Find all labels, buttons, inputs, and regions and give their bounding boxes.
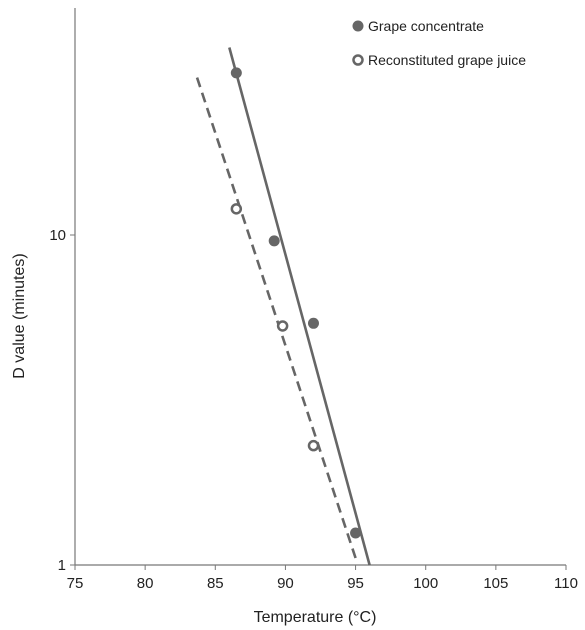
data-point-reconstituted-grape-juice <box>276 320 289 332</box>
axis-labels: Temperature (°C) D value (minutes) <box>11 253 376 626</box>
y-axis-title: D value (minutes) <box>11 253 28 378</box>
data-point-reconstituted-grape-juice <box>307 439 320 452</box>
fit-line-reconstituted-grape-juice <box>195 77 357 559</box>
x-axis-title: Temperature (°C) <box>254 609 377 626</box>
data-point-grape-concentrate <box>307 317 319 329</box>
y-tick-label: 1 <box>58 557 66 574</box>
data-point-reconstituted-grape-juice <box>230 203 243 215</box>
data-point-grape-concentrate <box>230 67 242 79</box>
legend-label-grape-concentrate: Grape concentrate <box>368 18 484 34</box>
x-tick-label: 100 <box>413 575 438 592</box>
data-points <box>230 67 362 539</box>
x-tick-label: 90 <box>277 575 294 592</box>
x-tick-label: 110 <box>554 575 578 592</box>
data-point-grape-concentrate <box>350 527 362 539</box>
fit-line-grape-concentrate <box>228 47 371 566</box>
fit-lines <box>195 47 371 566</box>
x-tick-label: 105 <box>483 575 508 592</box>
x-tick-label: 85 <box>207 575 224 592</box>
legend-label-reconstituted-grape-juice: Reconstituted grape juice <box>368 52 526 68</box>
x-tick-label: 80 <box>137 575 154 592</box>
x-tick-label: 95 <box>347 575 364 592</box>
legend-marker-reconstituted-grape-juice <box>352 54 364 66</box>
legend: Grape concentrate Reconstituted grape ju… <box>352 18 526 68</box>
x-tick-label: 75 <box>67 575 84 592</box>
data-point-grape-concentrate <box>268 235 280 247</box>
legend-marker-grape-concentrate <box>352 20 364 32</box>
y-tick-label: 10 <box>49 227 66 244</box>
